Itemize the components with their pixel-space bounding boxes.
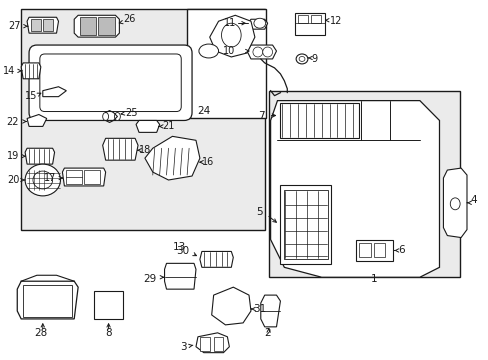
Text: 18: 18 (139, 145, 151, 155)
Text: 11: 11 (224, 18, 236, 28)
Text: 1: 1 (370, 274, 377, 284)
Bar (84, 170, 100, 184)
FancyBboxPatch shape (29, 45, 192, 121)
Polygon shape (164, 264, 196, 289)
Polygon shape (270, 100, 439, 277)
Bar (187, 9, 265, 118)
Ellipse shape (449, 198, 459, 210)
Polygon shape (144, 136, 200, 180)
Text: 17: 17 (44, 173, 57, 183)
Polygon shape (27, 114, 47, 126)
Ellipse shape (252, 47, 262, 57)
Bar (80, 17, 96, 35)
Bar (213, 337, 223, 351)
Text: 20: 20 (7, 175, 19, 185)
Polygon shape (247, 19, 267, 29)
Ellipse shape (114, 113, 120, 121)
Polygon shape (211, 287, 250, 325)
Ellipse shape (296, 54, 307, 64)
Bar (31, 19, 41, 31)
Ellipse shape (33, 171, 53, 189)
Polygon shape (94, 291, 123, 319)
Bar (98, 17, 115, 35)
Text: 31: 31 (252, 304, 265, 314)
Polygon shape (260, 295, 280, 327)
Bar (355, 239, 392, 261)
Ellipse shape (299, 57, 305, 62)
Bar (284, 190, 327, 260)
Polygon shape (102, 138, 138, 160)
Text: 25: 25 (125, 108, 138, 117)
Bar (66, 170, 82, 184)
Text: 9: 9 (311, 54, 317, 64)
Text: 21: 21 (162, 121, 175, 131)
Ellipse shape (253, 18, 265, 28)
Bar (200, 337, 209, 351)
Text: 13: 13 (172, 243, 185, 252)
Text: 3: 3 (180, 342, 187, 352)
Polygon shape (27, 17, 59, 33)
Bar (295, 13, 324, 35)
Ellipse shape (221, 23, 241, 47)
Text: 29: 29 (143, 274, 156, 284)
Polygon shape (196, 333, 229, 353)
Text: 30: 30 (176, 247, 189, 256)
Polygon shape (74, 15, 119, 37)
Text: 24: 24 (197, 105, 210, 116)
Bar (358, 243, 370, 257)
Text: 28: 28 (34, 328, 47, 338)
Polygon shape (246, 45, 276, 59)
Polygon shape (209, 15, 254, 57)
Ellipse shape (25, 164, 61, 196)
Text: 2: 2 (264, 328, 270, 338)
Bar (373, 243, 385, 257)
Text: 8: 8 (105, 328, 112, 338)
Bar (23, 285, 72, 317)
Polygon shape (62, 168, 105, 186)
Bar (298, 15, 307, 23)
Polygon shape (21, 63, 41, 79)
FancyBboxPatch shape (40, 54, 181, 112)
Text: 4: 4 (470, 195, 477, 205)
Text: 10: 10 (223, 46, 235, 56)
Ellipse shape (199, 44, 218, 58)
Bar (268, 91, 459, 277)
Text: 27: 27 (9, 21, 21, 31)
Polygon shape (17, 281, 78, 319)
Polygon shape (280, 185, 331, 264)
Text: 6: 6 (397, 246, 404, 256)
Text: 5: 5 (256, 207, 262, 217)
Ellipse shape (102, 113, 108, 121)
Polygon shape (43, 87, 66, 96)
Text: 12: 12 (329, 16, 341, 26)
Text: 15: 15 (24, 91, 37, 101)
Text: 16: 16 (202, 157, 214, 167)
Bar (310, 15, 320, 23)
Bar (43, 19, 53, 31)
Polygon shape (25, 148, 55, 164)
Ellipse shape (262, 47, 272, 57)
Bar (21, 9, 264, 230)
Text: 14: 14 (3, 66, 15, 76)
Text: 7: 7 (258, 111, 264, 121)
Polygon shape (280, 103, 358, 138)
Polygon shape (443, 168, 466, 238)
Text: 19: 19 (7, 151, 19, 161)
Text: 26: 26 (123, 14, 135, 24)
Polygon shape (136, 121, 159, 132)
Text: 22: 22 (7, 117, 19, 127)
Polygon shape (200, 251, 233, 267)
